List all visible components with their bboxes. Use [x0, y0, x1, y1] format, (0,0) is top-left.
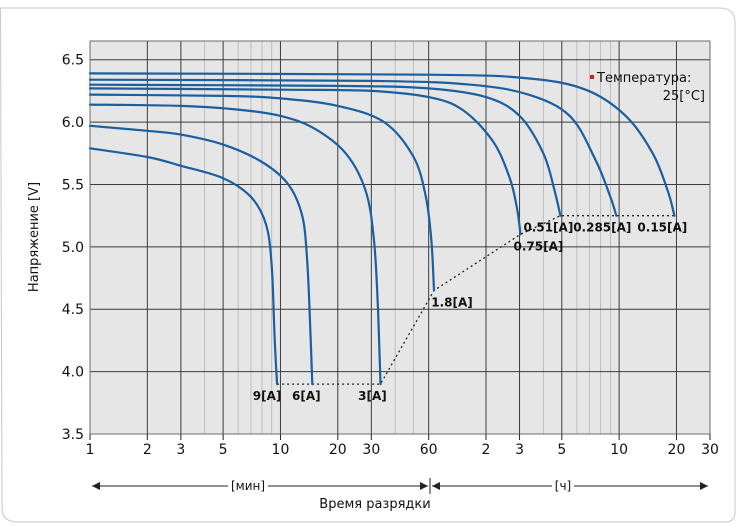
- series-line: [88, 103, 382, 386]
- y-tick-label: 6.5: [62, 53, 84, 69]
- x-tick-label: 3: [515, 442, 524, 458]
- series-label: 9[A]: [253, 389, 282, 403]
- series-labels: 9[A] 6[A] 3[A] 1.8[A] 0.75[A] 0.51[A] 0.285[A]…: [253, 221, 688, 403]
- temperature-label: Температура:: [596, 71, 691, 86]
- x-tick-label: 2: [143, 442, 152, 458]
- series-line: [88, 124, 314, 386]
- x-axis: 1 2 3 5 10 20 30 60 2 3 5 10 20 30: [86, 434, 719, 458]
- series-line: [88, 147, 279, 386]
- unit-label-hours: [ч]: [555, 479, 571, 493]
- arrow-mid-in: [420, 482, 428, 490]
- series-label: 1.8[A]: [431, 296, 473, 310]
- x-tick-label: 20: [329, 442, 347, 458]
- y-axis-label: Напряжение [V]: [27, 182, 42, 292]
- x-tick-label: 10: [610, 442, 628, 458]
- temperature-annotation: Температура: 25[°C]: [590, 71, 705, 104]
- endpoint-dotted-line: [277, 215, 675, 385]
- series-line: [88, 78, 618, 217]
- x-tick-label: 30: [701, 442, 719, 458]
- plot-area: [89, 40, 711, 435]
- y-tick-label: 6.0: [62, 115, 84, 131]
- panel-border: [0, 7, 736, 523]
- x-tick-label: 60: [420, 442, 438, 458]
- series-label: 0.51[A]: [523, 221, 573, 235]
- temperature-marker: [590, 75, 594, 79]
- x-tick-label: 2: [482, 442, 491, 458]
- series-group: [88, 72, 676, 386]
- minor-grid: [204, 41, 611, 434]
- temperature-value: 25[°C]: [663, 89, 705, 104]
- arrow-mid-out: [432, 482, 440, 490]
- arrow-right: [700, 482, 708, 490]
- y-tick-label: 5.0: [62, 240, 84, 256]
- y-tick-label: 3.5: [62, 427, 84, 443]
- x-tick-label: 5: [557, 442, 566, 458]
- x-tick-label: 3: [176, 442, 185, 458]
- series-label: 0.15[A]: [637, 221, 687, 235]
- series-line: [88, 93, 436, 292]
- x-range-bar: [мин] [ч]: [92, 478, 708, 494]
- x-axis-label: Время разрядки: [319, 497, 430, 512]
- series-line: [88, 83, 562, 217]
- y-tick-label: 5.5: [62, 177, 84, 193]
- series-label: 6[A]: [292, 389, 321, 403]
- y-axis: 3.5 4.0 4.5 5.0 5.5 6.0 6.5: [62, 53, 84, 443]
- series-line: [88, 87, 522, 236]
- series-line: [88, 72, 676, 217]
- x-tick-label: 30: [362, 442, 380, 458]
- y-tick-label: 4.0: [62, 365, 84, 381]
- plot-border: [89, 40, 711, 435]
- unit-label-minutes: [мин]: [231, 479, 265, 493]
- x-tick-label: 20: [668, 442, 686, 458]
- y-tick-label: 4.5: [62, 302, 84, 318]
- x-tick-label: 5: [219, 442, 228, 458]
- x-tick-label: 10: [272, 442, 290, 458]
- series-label: 3[A]: [358, 389, 387, 403]
- series-label: 0.285[A]: [573, 221, 631, 235]
- series-label: 0.75[A]: [514, 239, 564, 253]
- x-tick-label: 1: [86, 442, 95, 458]
- arrow-left: [92, 482, 100, 490]
